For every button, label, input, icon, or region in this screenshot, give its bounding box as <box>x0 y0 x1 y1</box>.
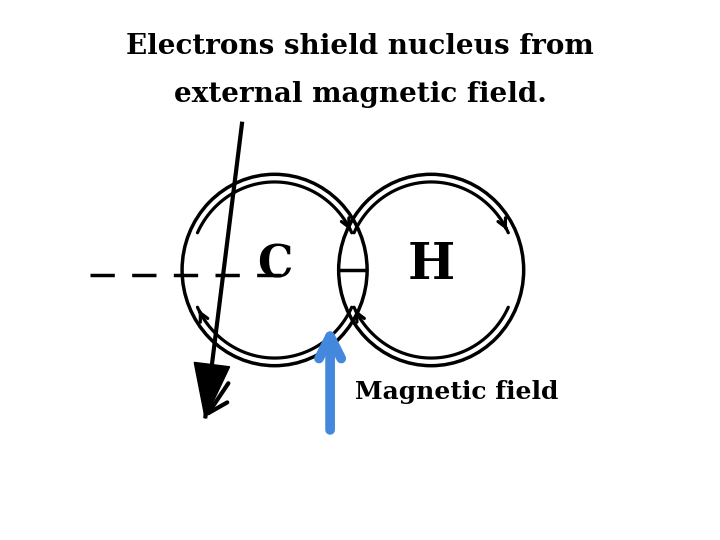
Text: Magnetic field: Magnetic field <box>355 381 558 404</box>
Text: Electrons shield nucleus from: Electrons shield nucleus from <box>126 33 594 60</box>
Text: C: C <box>257 244 292 287</box>
Text: H: H <box>408 241 455 289</box>
Text: external magnetic field.: external magnetic field. <box>174 81 546 108</box>
Polygon shape <box>194 362 230 418</box>
